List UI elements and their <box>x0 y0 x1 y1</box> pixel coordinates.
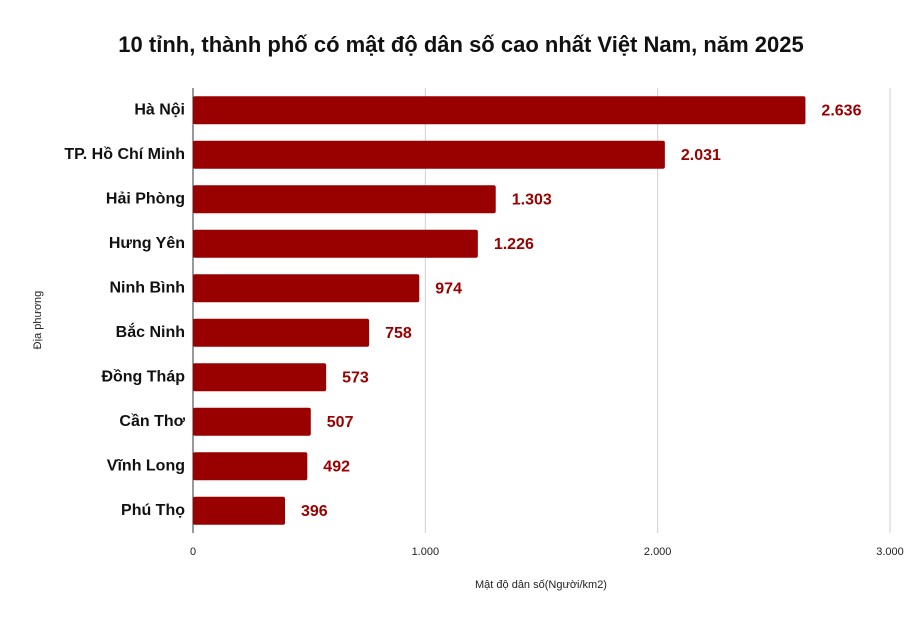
y-axis-title: Địa phương <box>32 291 44 350</box>
y-tick-label: Vĩnh Long <box>107 457 185 474</box>
y-tick-label: Đồng Tháp <box>101 368 185 385</box>
bar <box>193 452 308 481</box>
y-tick-label: Hà Nội <box>134 101 185 118</box>
x-axis-title: Mật độ dân số(Người/km2) <box>475 579 607 591</box>
bar <box>193 318 370 347</box>
value-label: 758 <box>385 325 412 342</box>
bar <box>193 363 327 392</box>
y-tick-label: TP. Hồ Chí Minh <box>64 146 185 163</box>
value-label: 2.636 <box>821 102 861 119</box>
bar <box>193 140 665 169</box>
y-tick-label: Cần Thơ <box>119 413 185 430</box>
x-tick-label: 0 <box>190 546 196 558</box>
y-tick-label: Ninh Bình <box>109 279 185 296</box>
bar <box>193 496 286 525</box>
chart-title: 10 tỉnh, thành phố có mật độ dân số cao … <box>118 32 803 57</box>
bar <box>193 96 806 125</box>
y-tick-label: Hưng Yên <box>109 235 185 252</box>
bar <box>193 229 478 258</box>
value-label: 507 <box>327 414 354 431</box>
value-label: 396 <box>301 503 328 520</box>
x-tick-label: 1.000 <box>412 546 440 558</box>
x-tick-label: 3.000 <box>876 546 904 558</box>
y-tick-label: Phú Thọ <box>121 502 185 519</box>
bar <box>193 407 311 436</box>
value-label: 2.031 <box>681 147 721 164</box>
y-tick-label: Bắc Ninh <box>116 322 185 341</box>
value-label: 573 <box>342 369 369 386</box>
bar <box>193 274 420 303</box>
y-tick-label: Hải Phòng <box>106 190 185 207</box>
x-tick-label: 2.000 <box>644 546 672 558</box>
value-label: 1.303 <box>512 191 552 208</box>
value-label: 974 <box>435 280 462 297</box>
value-label: 492 <box>323 458 350 475</box>
value-label: 1.226 <box>494 236 534 253</box>
bar <box>193 185 496 214</box>
